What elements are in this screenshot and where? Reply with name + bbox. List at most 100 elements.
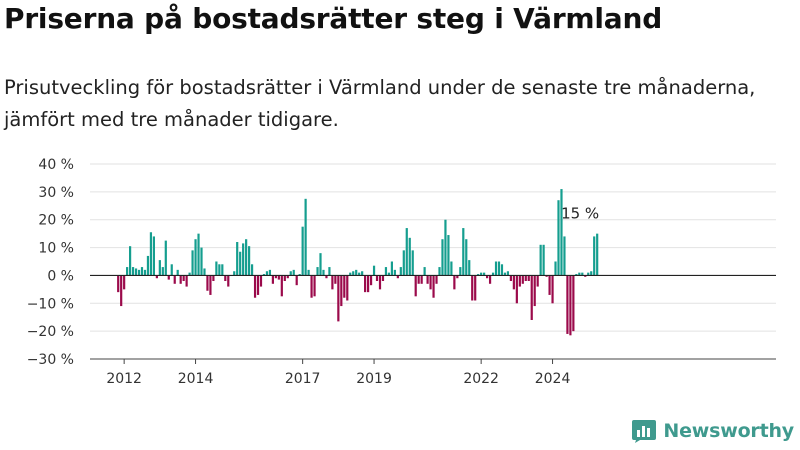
y-tick-label: 30 % [38,185,74,201]
bar [480,272,483,276]
bar [459,267,462,276]
bar [295,275,298,286]
bar [242,243,245,276]
bar [447,235,450,276]
grid-lines: 40 % 30 % 20 % 10 % 0 % −10 % −20 % −30 % [27,157,776,368]
bar [256,275,260,295]
bar [486,275,489,279]
bar [462,228,465,276]
x-tick-label: 2017 [285,371,321,387]
bar [346,275,349,301]
bar [129,246,132,276]
bar [369,275,373,286]
bar [408,237,411,276]
bar [438,267,441,276]
bar [337,275,340,322]
bar [441,239,444,276]
bar [158,260,161,276]
bar [367,275,370,293]
bar [512,275,515,290]
bar [313,275,316,297]
bar [432,275,435,298]
bar [182,275,185,281]
bar [265,271,269,276]
bar [307,269,310,276]
bar [483,272,486,276]
bar [221,264,224,276]
bar [117,275,120,293]
x-tick-label: 2012 [106,371,142,387]
bar [456,275,459,279]
bar [527,275,530,281]
bar [248,246,251,276]
bar [286,275,289,279]
bar [212,275,215,281]
bar [316,267,319,276]
bar [227,275,230,287]
bar [143,269,147,276]
bar [450,261,453,276]
y-tick-label: −20 % [27,324,74,340]
bar [551,275,554,304]
newsworthy-logo-icon [632,420,657,443]
y-tick-label: −10 % [27,296,74,312]
bar [515,275,518,304]
bar [453,275,456,290]
bar [474,275,477,301]
bar [218,264,221,276]
y-tick-label: 20 % [38,213,74,229]
bar [524,275,527,281]
bar [292,269,295,276]
x-axis: 2012 2014 2017 2019 2022 2024 [90,358,776,387]
bar [331,275,334,290]
x-tick-label: 2019 [356,371,392,387]
bar [590,271,593,276]
bar [188,272,191,276]
bar [134,268,138,276]
newsworthy-brand[interactable]: Newsworthy [631,418,794,444]
bar [402,250,405,276]
bar [405,228,408,276]
bar [506,271,510,276]
bar [352,271,355,276]
bar [372,265,376,276]
chart-title: Priserna på bostadsrätter steg i Värmlan… [4,2,663,35]
bar [361,271,364,276]
bar [521,275,524,284]
chart-subtitle: Prisutveckling för bostadsrätter i Värml… [4,76,756,131]
bar [384,267,388,276]
bar [155,275,158,279]
bar [393,269,396,276]
bar [203,268,206,276]
bar [375,275,379,281]
bar [488,275,492,284]
bar [584,275,587,277]
bar [280,275,283,297]
brand-name: Newsworthy [663,420,794,442]
y-tick-label: 10 % [38,241,74,257]
annotation: 15 % [561,205,599,223]
bar [319,253,322,276]
bar [364,275,367,293]
bar [245,239,248,276]
bar-chart: 40 %30 %20 %10 %0 %−10 %−20 %−30 % 2012 2… [27,157,776,387]
bar [593,236,596,276]
bar [578,272,581,276]
bar [554,261,557,276]
y-tick-label: 0 % [47,268,74,284]
bar [233,271,236,276]
bar [197,233,200,276]
bar [194,239,197,276]
bar [444,219,447,276]
bar [468,260,471,276]
bar [378,275,382,290]
bar [587,272,590,276]
bar [575,274,578,276]
bar [503,272,507,276]
bar [497,261,501,276]
bar [268,269,272,276]
bar [340,275,343,307]
bar [560,189,563,276]
bar [545,275,548,277]
bar [161,267,164,276]
